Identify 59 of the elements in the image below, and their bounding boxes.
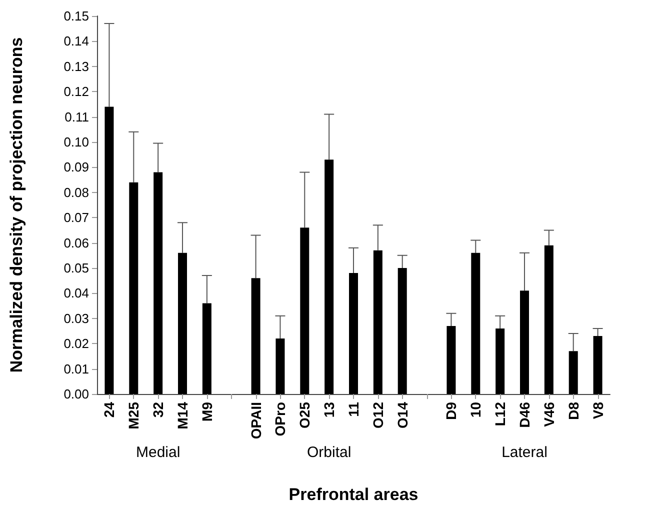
text: Orbital [306, 444, 352, 461]
y-tick-label: 0.08 [64, 184, 89, 200]
x-tick-label: 24 [101, 402, 118, 418]
x-tick-label: D46 [516, 402, 532, 428]
y-tick-label: 0.11 [64, 109, 89, 124]
y-tick-label: 0.09 [64, 160, 89, 175]
y-tick-label: 0.10 [64, 134, 89, 150]
y-tick-label: 0.06 [64, 235, 89, 250]
y-tick-label: 0.04 [64, 286, 89, 301]
text: Medial [136, 444, 180, 461]
y-tick-label: 0.07 [64, 210, 89, 226]
y-tick-label: 0.13 [64, 58, 89, 74]
y-tick-label: 0.05 [64, 260, 89, 276]
x-tick-label: M9 [198, 402, 215, 422]
y-tick-label: 0.01 [64, 361, 89, 376]
y-tick-label: 0.00 [64, 386, 89, 402]
x-tick-label: OPAII [248, 402, 264, 440]
bar [496, 328, 505, 394]
x-tick-label: V8 [590, 402, 606, 420]
bar [568, 351, 578, 394]
x-tick-label: 10 [468, 402, 484, 418]
bar [349, 273, 358, 394]
bar [251, 278, 260, 394]
bar [154, 172, 163, 394]
bar [520, 290, 529, 394]
y-tick-label: 0.12 [64, 84, 89, 100]
bar [593, 336, 602, 394]
y-tick-label: 0.03 [64, 310, 89, 326]
x-tick-label: D9 [443, 402, 460, 420]
bar [398, 268, 407, 394]
x-tick-label: V46 [540, 402, 557, 427]
x-tick-label: 11 [346, 402, 362, 417]
x-tick-label: 13 [321, 402, 338, 418]
x-tick-label: O25 [296, 402, 313, 428]
bar [300, 228, 310, 394]
x-tick-label: OPro [272, 402, 288, 436]
bar [373, 250, 382, 394]
y-tick-label: 0.15 [64, 8, 89, 24]
x-tick-label: M14 [174, 402, 190, 430]
bar [104, 106, 114, 394]
x-tick-label: O14 [394, 402, 410, 428]
x-tick-label: 32 [150, 402, 166, 418]
bar [324, 160, 334, 394]
bar [471, 252, 480, 394]
bar [202, 303, 212, 394]
bar [276, 338, 285, 394]
bar [178, 252, 187, 394]
y-tick-label: 0.02 [64, 336, 89, 352]
x-tick-label: L12 [492, 402, 508, 426]
bar [446, 326, 456, 394]
y-axis-title: Normalized density of projection neurons [7, 37, 26, 373]
x-axis-title: Prefrontal areas [288, 485, 418, 504]
bar [129, 182, 138, 394]
bar [544, 245, 554, 394]
x-tick-label: M25 [126, 402, 142, 430]
text: Lateral [502, 444, 548, 461]
x-tick-label: O12 [370, 402, 386, 428]
x-tick-label: D8 [565, 402, 582, 420]
y-tick-label: 0.14 [64, 34, 89, 49]
